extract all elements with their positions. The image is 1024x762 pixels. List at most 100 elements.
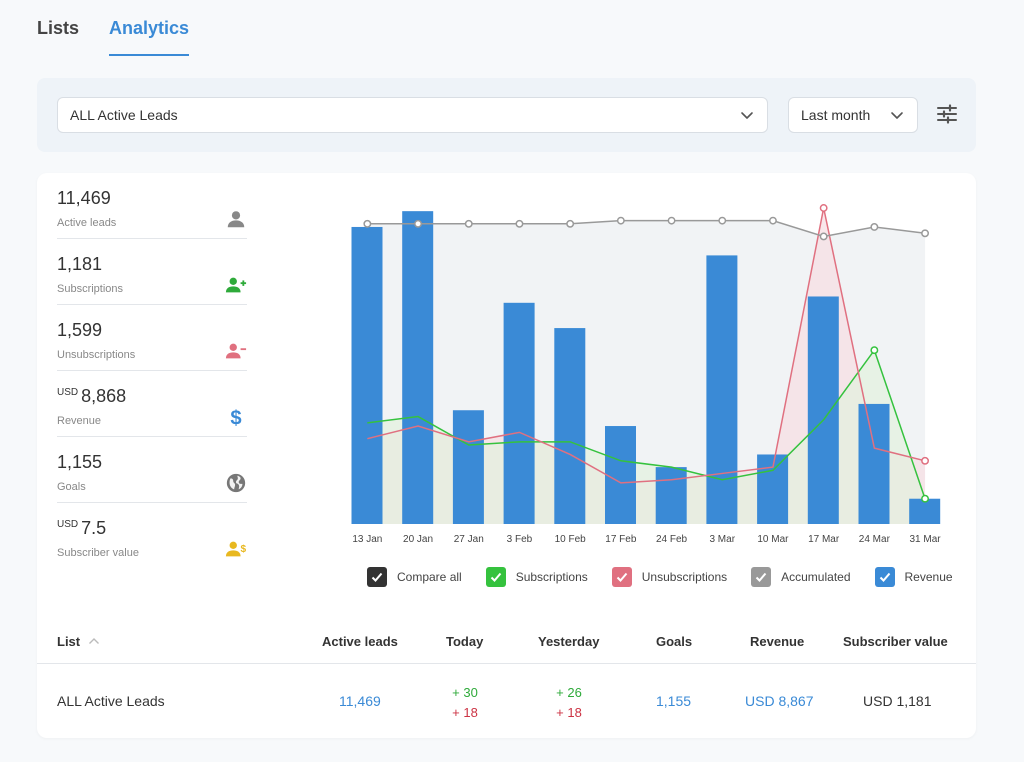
currency-label: USD bbox=[57, 519, 79, 530]
list-select[interactable]: ALL Active Leads bbox=[57, 97, 768, 133]
stat-value: 1,599 bbox=[57, 320, 102, 341]
cell-subscriber-value: USD 1,181 bbox=[863, 693, 932, 709]
currency-label: USD bbox=[57, 387, 79, 398]
legend-label: Revenue bbox=[904, 570, 953, 584]
stat-unsubscriptions: 1,599 Unsubscriptions bbox=[57, 305, 247, 371]
table-row[interactable]: ALL Active Leads 11,469 + 30 + 18 + 26 +… bbox=[37, 665, 976, 737]
accumulated-point bbox=[667, 216, 676, 225]
column-header-subscriber-value[interactable]: Subscriber value bbox=[843, 634, 948, 649]
accumulated-point bbox=[921, 229, 929, 238]
column-header-revenue[interactable]: Revenue bbox=[750, 634, 805, 649]
accumulated-point bbox=[566, 219, 575, 228]
x-tick-label: 27 Jan bbox=[454, 534, 484, 545]
unsubscriptions-point bbox=[819, 204, 828, 212]
today-plus: + 30 bbox=[452, 685, 478, 700]
x-tick-label: 10 Feb bbox=[555, 534, 587, 545]
checkbox-checked-icon[interactable] bbox=[874, 567, 895, 587]
revenue-bar bbox=[858, 403, 890, 524]
stat-number: 7.5 bbox=[81, 518, 107, 538]
stat-goals: 1,155 Goals bbox=[57, 437, 247, 503]
person-dollar-icon: $ bbox=[225, 541, 247, 557]
period-select-value: Last month bbox=[801, 107, 871, 123]
chevron-up-icon bbox=[88, 638, 99, 644]
revenue-bar bbox=[351, 226, 383, 524]
tab-analytics[interactable]: Analytics bbox=[109, 14, 190, 56]
tab-lists[interactable]: Lists bbox=[37, 18, 80, 38]
revenue-bar bbox=[757, 454, 789, 524]
legend-label: Compare all bbox=[397, 570, 462, 584]
checkbox-checked-icon[interactable] bbox=[751, 567, 772, 587]
stat-value: USD 7.5 bbox=[57, 518, 106, 539]
chart-legend: Compare all Subscriptions Unsubscription… bbox=[367, 566, 953, 588]
checkbox-checked-icon[interactable] bbox=[367, 567, 387, 587]
legend-compare-all[interactable]: Compare all bbox=[367, 567, 462, 587]
column-header-goals[interactable]: Goals bbox=[656, 634, 693, 649]
cell-list: ALL Active Leads bbox=[57, 693, 165, 709]
table-header: List Active leads Today Yesterday Goals … bbox=[37, 618, 976, 664]
x-tick-label: 17 Mar bbox=[808, 534, 840, 545]
stat-subscriber-value: USD 7.5 Subscriber value $ bbox=[57, 503, 247, 569]
stat-active-leads: 11,469 Active leads bbox=[57, 173, 247, 239]
x-tick-label: 3 Feb bbox=[507, 534, 533, 545]
person-add-icon bbox=[225, 277, 247, 293]
x-tick-label: 31 Mar bbox=[909, 534, 941, 545]
stat-number: 1,181 bbox=[57, 254, 103, 274]
revenue-bar bbox=[909, 498, 941, 524]
accumulated-point bbox=[363, 219, 372, 228]
legend-unsubscriptions[interactable]: Unsubscriptions bbox=[611, 567, 728, 587]
accumulated-point bbox=[769, 216, 777, 225]
stat-number: 11,469 bbox=[57, 188, 111, 208]
revenue-bar bbox=[503, 302, 535, 524]
x-tick-label: 24 Mar bbox=[859, 534, 891, 545]
column-header-active-leads[interactable]: Active leads bbox=[322, 634, 398, 649]
chevron-down-icon bbox=[891, 112, 903, 119]
today-minus: + 18 bbox=[452, 705, 478, 720]
stat-value: 1,155 bbox=[57, 452, 102, 473]
yesterday-plus: + 26 bbox=[556, 685, 582, 700]
stat-label: Revenue bbox=[57, 415, 102, 427]
tune-icon[interactable] bbox=[935, 102, 959, 126]
cell-active-leads[interactable]: 11,469 bbox=[339, 693, 381, 709]
revenue-bar bbox=[554, 328, 586, 524]
stat-label: Subscriptions bbox=[57, 283, 124, 295]
accumulated-point bbox=[718, 216, 727, 225]
subscriptions-line bbox=[367, 348, 926, 499]
column-header-list[interactable]: List bbox=[57, 634, 100, 649]
stat-number: 1,155 bbox=[57, 452, 103, 472]
x-tick-label: 24 Feb bbox=[656, 534, 688, 545]
cell-goals[interactable]: 1,155 bbox=[656, 693, 692, 709]
legend-subscriptions[interactable]: Subscriptions bbox=[485, 567, 588, 587]
unsubscriptions-line bbox=[367, 207, 926, 484]
filter-bar: ALL Active Leads Last month bbox=[37, 78, 976, 152]
column-header-today[interactable]: Today bbox=[446, 634, 484, 649]
stat-label: Active leads bbox=[57, 217, 117, 229]
x-tick-label: 13 Jan bbox=[352, 534, 382, 545]
legend-accumulated[interactable]: Accumulated bbox=[751, 567, 851, 587]
stat-subscriptions: 1,181 Subscriptions bbox=[57, 239, 247, 305]
svg-text:$: $ bbox=[241, 544, 247, 555]
cell-revenue[interactable]: USD 8,867 bbox=[745, 693, 814, 709]
legend-revenue[interactable]: Revenue bbox=[874, 567, 953, 587]
dollar-icon: $ bbox=[230, 407, 241, 428]
cell-today: + 30 + 18 bbox=[447, 683, 483, 723]
legend-label: Unsubscriptions bbox=[641, 570, 728, 584]
revenue-bar bbox=[655, 467, 687, 524]
accumulated-point bbox=[616, 216, 625, 225]
stat-value: 11,469 bbox=[57, 188, 111, 209]
x-tick-label: 17 Feb bbox=[605, 534, 637, 545]
x-tick-label: 3 Mar bbox=[709, 534, 735, 545]
checkbox-checked-icon[interactable] bbox=[485, 567, 506, 587]
accumulated-point bbox=[414, 219, 423, 228]
period-select[interactable]: Last month bbox=[788, 97, 918, 133]
checkbox-checked-icon[interactable] bbox=[611, 567, 632, 587]
person-remove-icon bbox=[225, 343, 247, 359]
analytics-chart: 13 Jan 20 Jan 27 Jan 3 Feb 10 Feb 17 Feb 24 Fe… bbox=[351, 204, 941, 545]
stat-label: Subscriber value bbox=[57, 547, 139, 559]
revenue-bar bbox=[452, 410, 484, 524]
subscriptions-point bbox=[870, 346, 879, 355]
stat-value: 1,181 bbox=[57, 254, 102, 275]
yesterday-minus: + 18 bbox=[556, 705, 582, 720]
column-header-yesterday[interactable]: Yesterday bbox=[538, 634, 600, 649]
legend-label: Subscriptions bbox=[515, 570, 588, 584]
accumulated-point bbox=[819, 232, 828, 241]
